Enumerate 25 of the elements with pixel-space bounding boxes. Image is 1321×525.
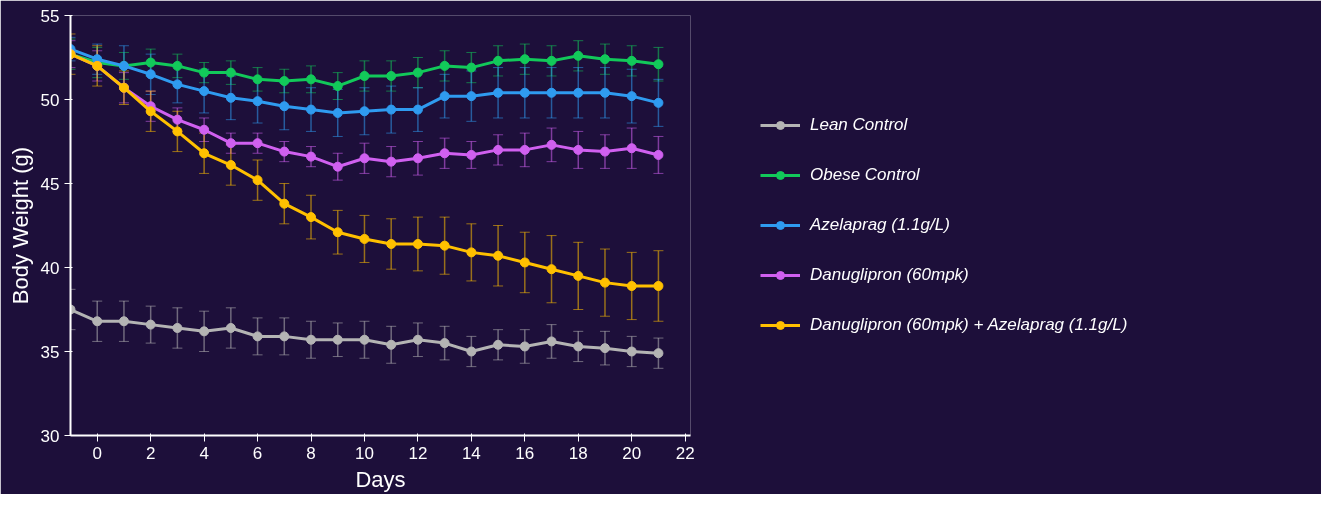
legend-label: Lean Control [810,115,908,135]
y-tick-label: 35 [40,342,60,362]
x-tick-label: 8 [306,443,316,463]
legend-label: Danuglipron (60mpk) [810,265,969,285]
x-tick-label: 22 [675,443,695,463]
y-tick-label: 30 [40,426,60,446]
x-tick-label: 0 [92,443,102,463]
x-tick-label: 2 [145,443,156,463]
legend-label: Azelaprag (1.1g/L) [810,215,950,235]
x-tick-label: 12 [408,443,428,463]
x-axis-title: Days [355,466,406,492]
x-tick-label: 10 [355,443,374,463]
x-tick-label: 20 [622,443,642,463]
x-tick-label: 18 [568,443,588,463]
y-tick-label: 50 [40,90,60,110]
x-tick-label: 14 [461,443,481,463]
legend-label: Danuglipron (60mpk) + Azelaprag (1.1g/L) [810,315,1128,335]
y-axis-title: Body Weight (g) [7,146,33,305]
legend-label: Obese Control [810,165,920,185]
y-tick-label: 45 [40,174,60,194]
y-tick-label: 55 [40,6,60,26]
y-tick-label: 40 [40,258,60,278]
x-tick-label: 4 [199,443,209,463]
x-tick-label: 6 [252,443,263,463]
x-tick-label: 16 [515,443,535,463]
